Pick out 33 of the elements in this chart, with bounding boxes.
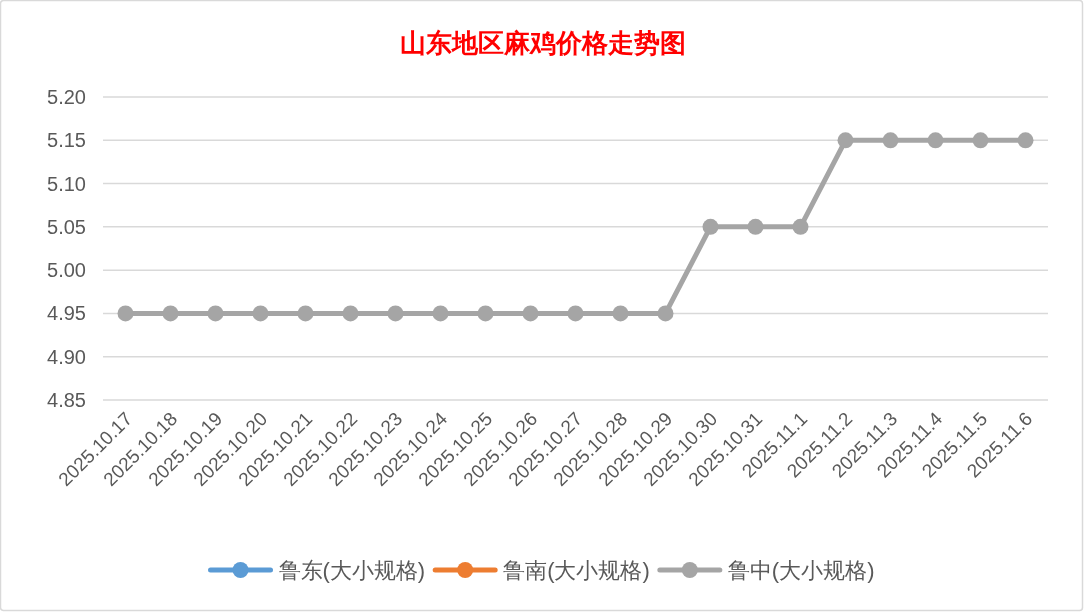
y-tick-label: 5.00 (47, 259, 86, 282)
point (297, 305, 314, 322)
point (612, 305, 629, 322)
point (477, 305, 494, 322)
point (837, 132, 854, 149)
y-tick-label: 4.95 (47, 302, 86, 325)
legend-label: 鲁南(大小规格) (503, 558, 650, 583)
point (432, 305, 449, 322)
y-tick-label: 5.20 (47, 86, 86, 108)
legend-label: 鲁东(大小规格) (278, 558, 426, 583)
point (882, 132, 899, 149)
point (972, 132, 989, 149)
point (162, 305, 179, 322)
point (657, 305, 674, 322)
point (927, 132, 944, 149)
point (747, 218, 764, 235)
point (792, 218, 809, 235)
point (252, 305, 269, 322)
y-tick-label: 5.10 (47, 172, 86, 195)
y-tick-label: 5.15 (47, 129, 86, 152)
y-tick-label: 4.85 (47, 389, 86, 411)
point (207, 305, 224, 322)
chart-title: 山东地区麻鸡价格走势图 (399, 29, 686, 58)
point (522, 305, 539, 322)
point (1017, 132, 1034, 149)
point (567, 305, 584, 322)
point (387, 305, 404, 322)
y-tick-label: 4.90 (47, 345, 86, 368)
y-tick-label: 5.05 (47, 215, 86, 238)
point (342, 305, 359, 322)
point (702, 218, 719, 235)
point (117, 305, 134, 322)
legend-label: 鲁中(大小规格) (727, 558, 875, 583)
